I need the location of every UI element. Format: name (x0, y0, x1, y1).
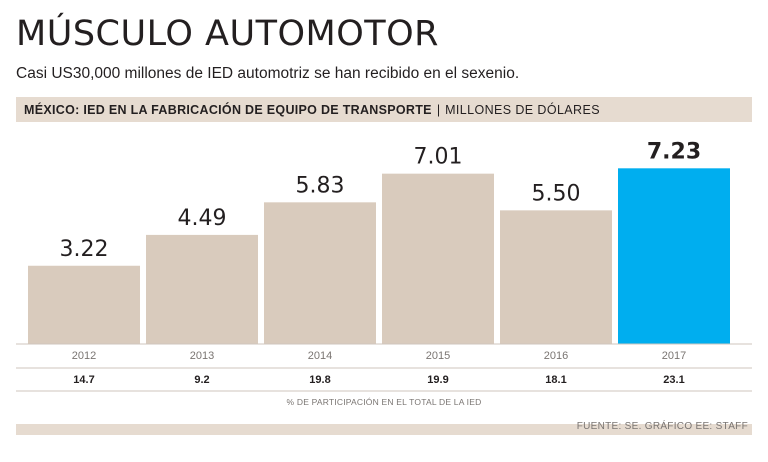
chart-subtitle: Casi US30,000 millones de IED automotriz… (16, 65, 520, 82)
participation-value-2016: 18.1 (545, 374, 566, 386)
participation-value-2014: 19.8 (309, 374, 330, 386)
participation-value-2017: 23.1 (663, 374, 684, 386)
bar-2016 (500, 210, 612, 344)
x-tick-label-2012: 2012 (72, 350, 96, 362)
bar-value-label-2016: 5.50 (532, 181, 581, 206)
chart-header-band: MÉXICO: IED EN LA FABRICACIÓN DE EQUIPO … (16, 97, 752, 122)
source-note: FUENTE: SE. GRÁFICO EE: STAFF (576, 421, 748, 432)
bar-2013 (146, 234, 258, 344)
percentage-caption: % DE PARTICIPACIÓN EN EL TOTAL DE LA IED (286, 397, 482, 407)
bar-value-label-2013: 4.49 (178, 206, 227, 231)
band-title: MÉXICO: IED EN LA FABRICACIÓN DE EQUIPO … (24, 102, 432, 117)
x-tick-label-2017: 2017 (662, 350, 686, 362)
bar-value-label-2014: 5.83 (296, 173, 345, 198)
bar-value-label-2017: 7.23 (647, 139, 701, 164)
x-tick-label-2016: 2016 (544, 350, 568, 362)
bar-chart: 3.22 2012 14.7 4.49 2013 9.2 5.83 2014 19.8 7.01 2… (16, 139, 752, 392)
participation-value-2013: 9.2 (194, 374, 209, 386)
band-separator: | (436, 102, 441, 117)
source-band (16, 424, 752, 435)
chart-title: MÚSCULO AUTOMOTOR (16, 14, 439, 54)
bar-value-label-2015: 7.01 (414, 145, 463, 170)
bar-2015 (382, 173, 494, 344)
band-unit: MILLONES DE DÓLARES (445, 102, 600, 117)
x-tick-label-2014: 2014 (308, 350, 332, 362)
participation-value-2015: 19.9 (427, 374, 448, 386)
x-tick-label-2015: 2015 (426, 350, 450, 362)
bar-2017 (618, 168, 730, 344)
x-tick-label-2013: 2013 (190, 350, 214, 362)
bar-value-label-2012: 3.22 (60, 237, 109, 262)
participation-value-2012: 14.7 (73, 374, 94, 386)
bar-2012 (28, 265, 140, 344)
bar-2014 (264, 202, 376, 344)
